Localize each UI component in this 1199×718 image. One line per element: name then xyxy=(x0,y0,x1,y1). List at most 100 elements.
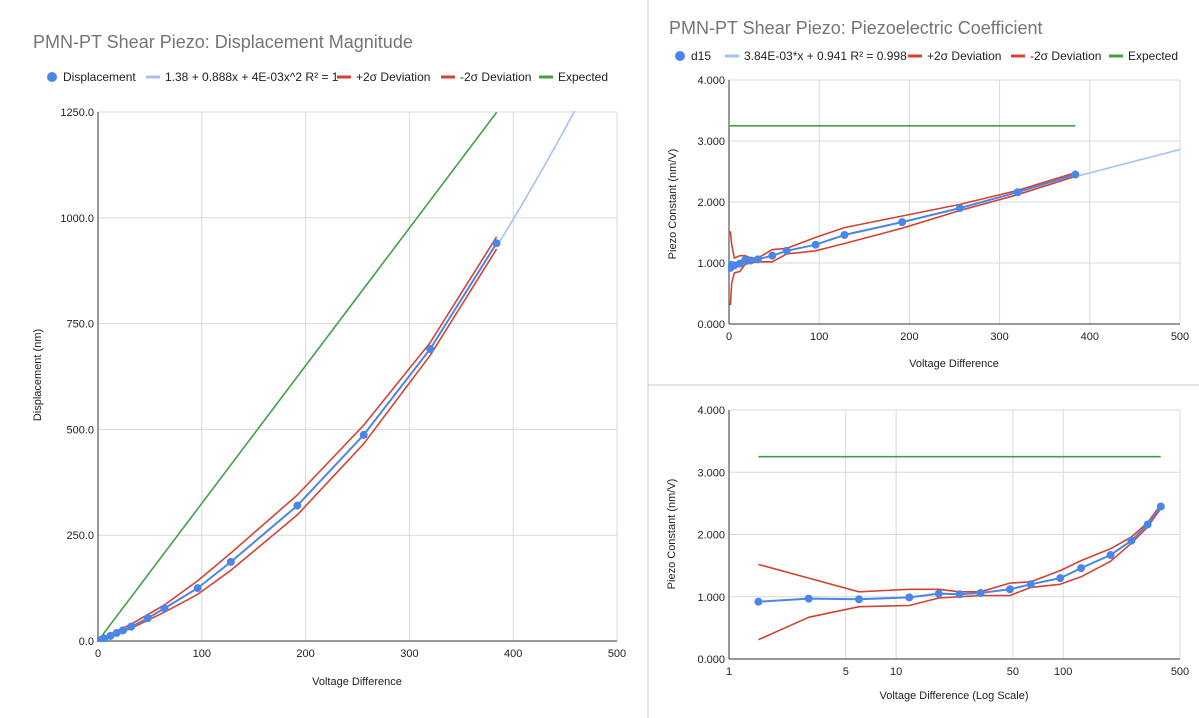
data-point xyxy=(898,218,907,227)
data-point xyxy=(1127,536,1136,545)
legend-label-expected: Expected xyxy=(1128,49,1178,63)
piezo-coefficient-log-chart: 0.000 1.000 2.000 3.000 4.000 1 5 10 50 100 500 Vo… xyxy=(666,405,1189,702)
y-tick-label: 4.000 xyxy=(697,75,725,87)
data-point xyxy=(193,584,202,593)
y-axis-label: Piezo Constant (nm/V) xyxy=(666,479,678,590)
legend-label-minus-deviation: -2σ Deviation xyxy=(1030,49,1101,63)
displacement-chart: PMN-PT Shear Piezo: Displacement Magnitu… xyxy=(32,32,626,688)
y-tick-label: 750.0 xyxy=(66,319,94,331)
data-point xyxy=(1013,188,1022,197)
y-tick-label: 0.000 xyxy=(697,319,725,331)
data-point xyxy=(1056,574,1065,583)
data-point xyxy=(746,256,755,265)
series-line-displacement xyxy=(99,242,498,642)
x-tick-label: 300 xyxy=(400,648,418,660)
y-tick-label: 3.000 xyxy=(697,136,725,148)
chart-title: PMN-PT Shear Piezo: Displacement Magnitu… xyxy=(33,32,413,52)
data-point xyxy=(127,622,136,631)
data-point xyxy=(359,430,368,439)
y-tick-label: 4.000 xyxy=(697,405,725,417)
y-tick-label: 0.0 xyxy=(79,636,94,648)
y-tick-label: 0.000 xyxy=(697,654,725,666)
data-point xyxy=(226,557,235,566)
x-tick-label: 100 xyxy=(193,648,211,660)
data-point xyxy=(1077,564,1086,573)
y-tick-label: 3.000 xyxy=(697,467,725,479)
legend-label-plus-deviation: +2σ Deviation xyxy=(927,49,1001,63)
y-tick-label: 1250.0 xyxy=(60,107,94,119)
legend-label-plus-deviation: +2σ Deviation xyxy=(356,70,430,84)
legend-label-displacement: Displacement xyxy=(63,70,136,84)
y-tick-label: 250.0 xyxy=(66,530,94,542)
data-point xyxy=(1106,551,1115,560)
x-axis-label: Voltage Difference xyxy=(909,358,999,370)
x-tick-label: 500 xyxy=(1171,331,1189,343)
legend-label-fit: 3.84E-03*x + 0.941 R² = 0.998 xyxy=(744,49,907,63)
data-point xyxy=(811,240,820,249)
data-point xyxy=(934,589,943,598)
data-point xyxy=(840,230,849,239)
data-point xyxy=(293,501,302,510)
data-point xyxy=(804,594,813,603)
data-point xyxy=(855,595,864,604)
series-line-expected xyxy=(97,111,498,642)
legend-marker-d15 xyxy=(675,51,685,61)
data-point xyxy=(1026,580,1035,589)
x-axis-label: Voltage Difference xyxy=(312,676,402,688)
x-tick-label: 500 xyxy=(1171,666,1189,678)
x-tick-label: 0 xyxy=(726,331,732,343)
piezo-coefficient-chart: PMN-PT Shear Piezo: Piezoelectric Coeffi… xyxy=(667,18,1189,370)
legend-label-expected: Expected xyxy=(558,70,608,84)
series-line-fit xyxy=(1075,148,1181,178)
data-point xyxy=(955,590,964,599)
y-tick-label: 1.000 xyxy=(697,258,725,270)
series-line-minus-2-deviation xyxy=(97,248,498,642)
x-tick-label: 500 xyxy=(608,648,626,660)
series-line-plus-2-deviation xyxy=(758,504,1162,593)
y-tick-label: 2.000 xyxy=(697,530,725,542)
y-axis-label: Displacement (nm) xyxy=(32,329,44,421)
x-tick-label: 5 xyxy=(843,666,849,678)
series-group xyxy=(728,125,1181,306)
plot-area: 0.000 1.000 2.000 3.000 4.000 0 100 200 300 400 50… xyxy=(697,75,1189,343)
data-point xyxy=(426,344,435,353)
y-tick-label: 1.000 xyxy=(697,592,725,604)
series-line-minus-2-deviation xyxy=(758,507,1162,641)
data-point xyxy=(1143,520,1152,529)
legend-label-d15: d15 xyxy=(691,49,711,63)
data-point xyxy=(754,597,763,606)
legend-marker-displacement xyxy=(47,72,57,82)
legend-label-minus-deviation: -2σ Deviation xyxy=(460,70,531,84)
data-point xyxy=(753,255,762,264)
data-point xyxy=(106,631,115,640)
data-point xyxy=(143,614,152,623)
data-point xyxy=(160,604,169,613)
x-tick-label: 200 xyxy=(296,648,314,660)
x-tick-label: 400 xyxy=(1081,331,1099,343)
chart-title: PMN-PT Shear Piezo: Piezoelectric Coeffi… xyxy=(669,18,1043,38)
legend: Displacement 1.38 + 0.888x + 4E-03x^2 R²… xyxy=(47,70,608,84)
x-tick-label: 300 xyxy=(990,331,1008,343)
y-axis-label: Piezo Constant (nm/V) xyxy=(667,149,679,260)
plot-area: 0.000 1.000 2.000 3.000 4.000 1 5 10 50 100 500 xyxy=(697,405,1189,678)
x-tick-label: 0 xyxy=(95,648,101,660)
series-line-minus-2-deviation xyxy=(729,175,1076,306)
data-point xyxy=(1156,502,1165,511)
data-point xyxy=(955,204,964,213)
data-point xyxy=(112,628,121,637)
x-tick-label: 50 xyxy=(1007,666,1019,678)
data-point xyxy=(118,626,127,635)
y-tick-label: 2.000 xyxy=(697,197,725,209)
series-line-plus-2-deviation xyxy=(97,236,498,641)
x-tick-label: 400 xyxy=(504,648,522,660)
data-point xyxy=(492,239,501,248)
x-tick-label: 100 xyxy=(810,331,828,343)
plot-area: 0.0 250.0 500.0 750.0 1000.0 1250.0 0 100 200 300… xyxy=(60,107,626,660)
x-tick-label: 100 xyxy=(1054,666,1072,678)
series-group xyxy=(97,111,576,642)
data-point xyxy=(1005,585,1014,594)
x-tick-label: 10 xyxy=(890,666,902,678)
y-tick-label: 1000.0 xyxy=(60,213,94,225)
y-tick-label: 500.0 xyxy=(66,424,94,436)
